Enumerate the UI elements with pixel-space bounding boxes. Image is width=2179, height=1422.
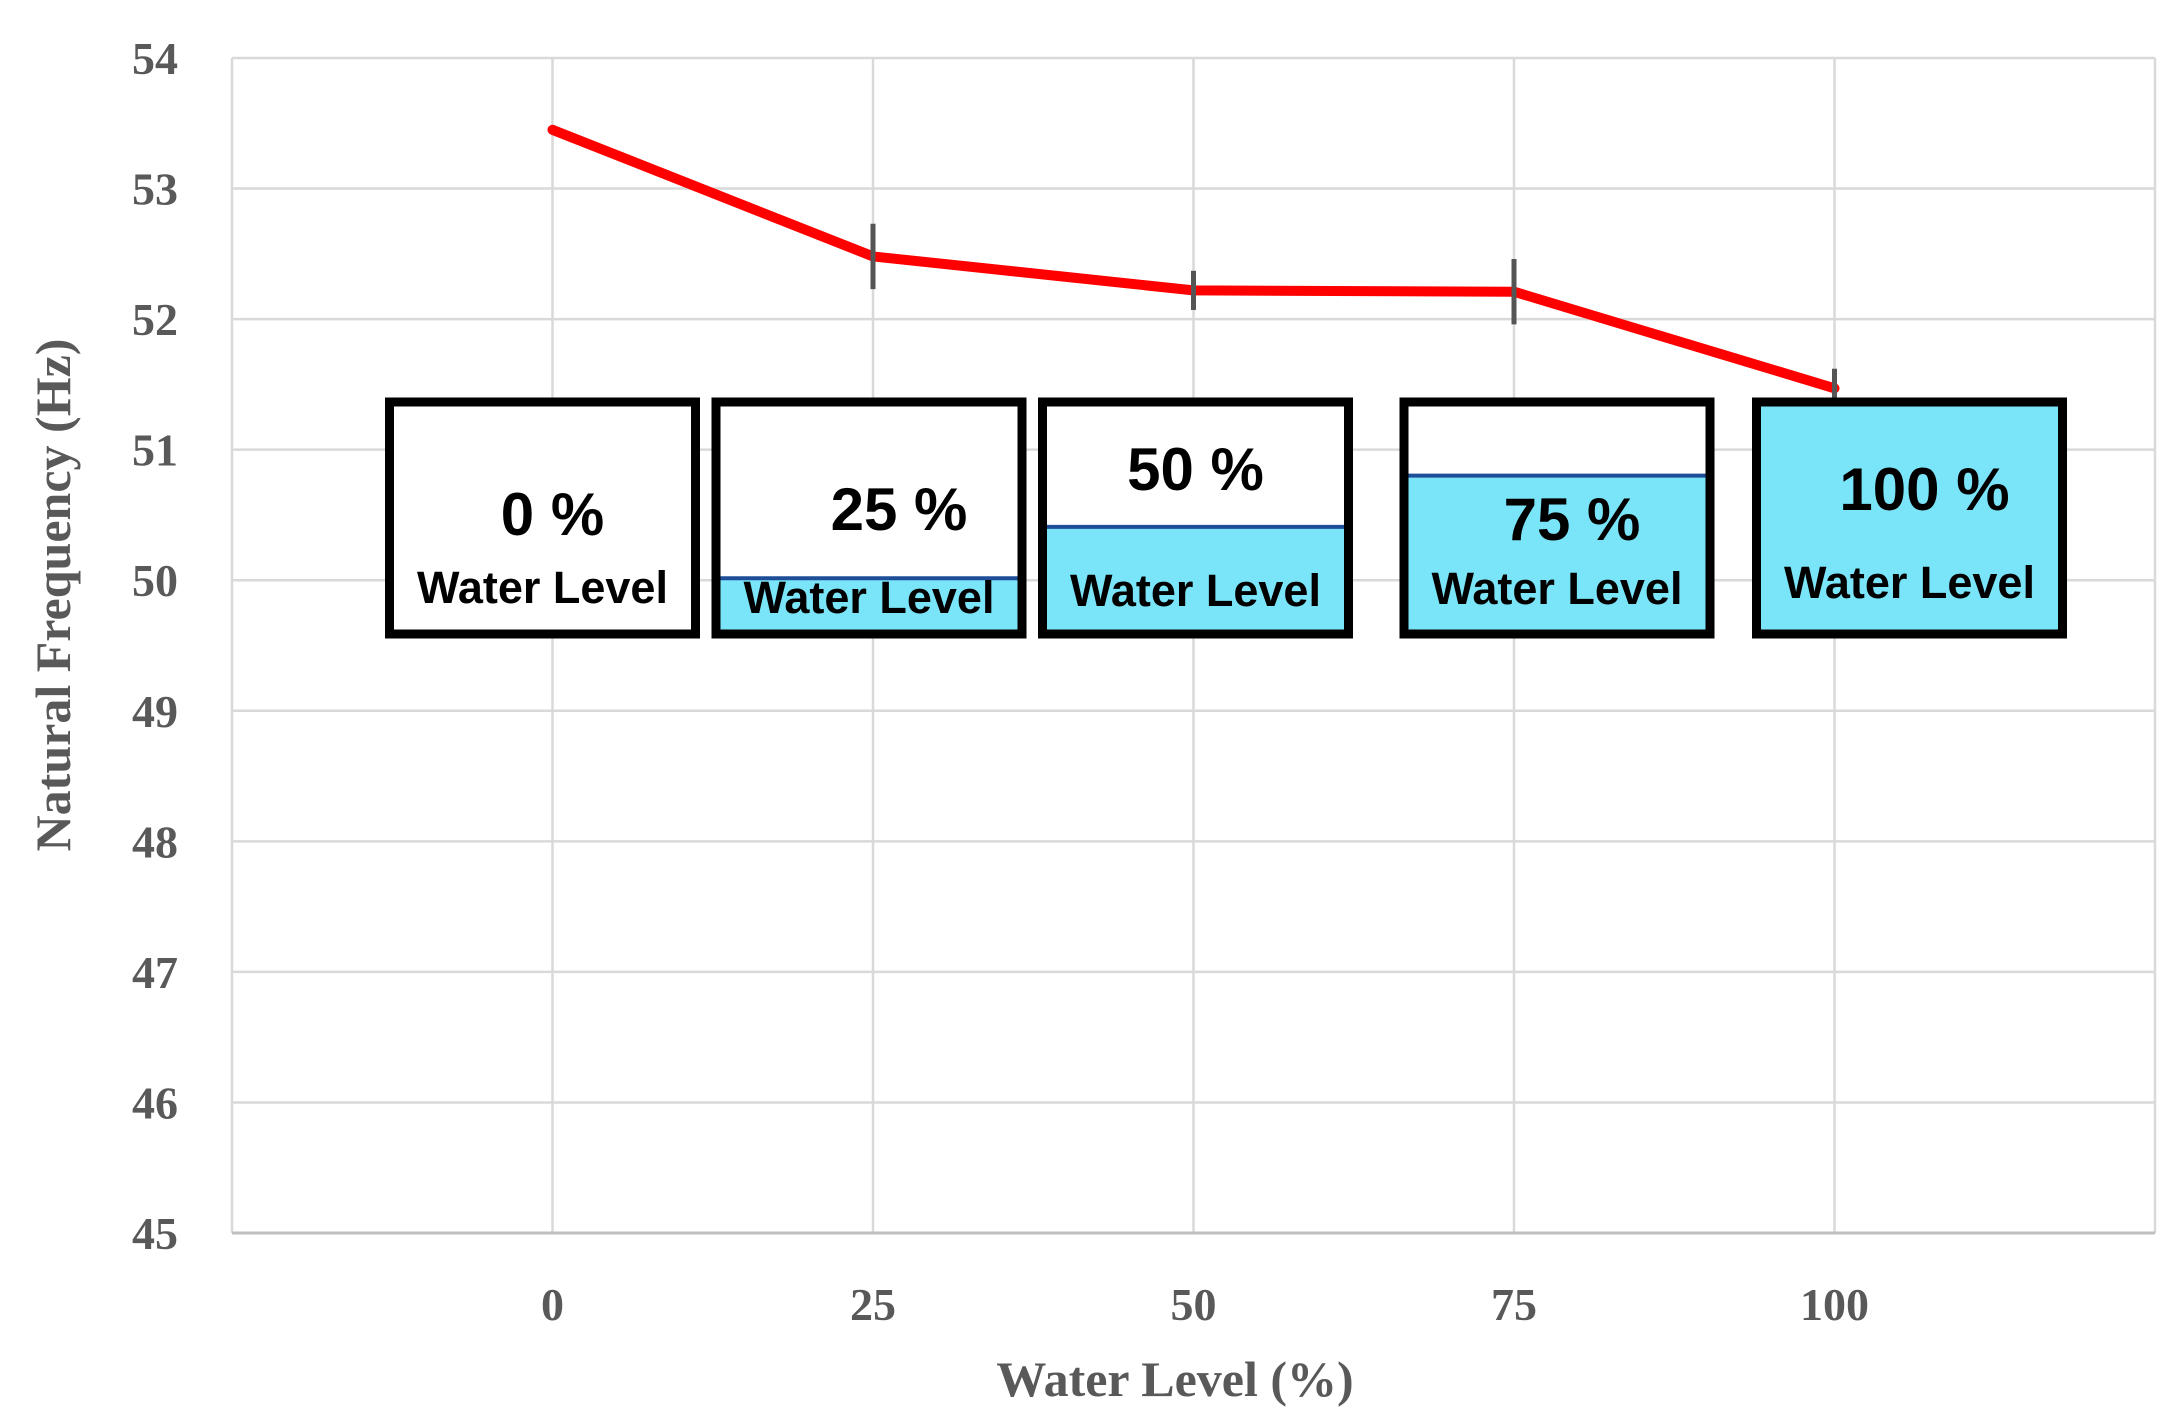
y-tick-label: 46 bbox=[132, 1077, 178, 1128]
tank-border bbox=[1752, 397, 2067, 639]
tank-border bbox=[385, 397, 700, 639]
water-fill bbox=[720, 578, 1018, 630]
tank-percent-label: 50 % bbox=[1127, 436, 1264, 503]
tank-caption: Water Level bbox=[1432, 563, 1683, 614]
y-tick-label: 47 bbox=[132, 947, 178, 998]
x-tick-label: 75 bbox=[1491, 1279, 1537, 1330]
tank-background bbox=[389, 402, 696, 634]
y-tick-label: 52 bbox=[132, 294, 178, 345]
x-tick-label: 50 bbox=[1171, 1279, 1217, 1330]
grid-layer bbox=[230, 56, 2157, 1233]
tank-caption: Water Level bbox=[1070, 565, 1321, 616]
tank-percent-label: 75 % bbox=[1504, 486, 1641, 553]
water-level-tank: 100 % Water Level bbox=[1752, 397, 2067, 639]
tank-caption: Water Level bbox=[417, 562, 668, 613]
water-level-tank: 0 % Water Level bbox=[385, 397, 700, 639]
tank-percent-label: 0 % bbox=[501, 481, 604, 548]
y-tick-label: 48 bbox=[132, 816, 178, 867]
x-tick-label: 0 bbox=[541, 1279, 564, 1330]
y-tick-label: 49 bbox=[132, 686, 178, 737]
y-tick-label: 45 bbox=[132, 1208, 178, 1259]
tank-border bbox=[711, 397, 1027, 639]
x-tick-label: 25 bbox=[850, 1279, 896, 1330]
x-axis-label: Water Level (%) bbox=[996, 1351, 1353, 1407]
tank-percent-label: 25 % bbox=[831, 476, 968, 543]
water-fill bbox=[1761, 406, 2058, 630]
y-tick-label: 50 bbox=[132, 555, 178, 606]
y-tick-label: 53 bbox=[132, 164, 178, 215]
labels-layer: Natural Frequency (Hz) Water Level (%) bbox=[25, 339, 1354, 1407]
tank-border bbox=[1038, 397, 1353, 639]
water-level-tank: 50 % Water Level bbox=[1038, 397, 1353, 639]
tank-caption: Water Level bbox=[1784, 557, 2035, 608]
water-fill bbox=[1047, 526, 1344, 630]
water-level-tank: 25 % Water Level bbox=[711, 397, 1027, 639]
x-tick-label: 100 bbox=[1800, 1279, 1869, 1330]
y-tick-label: 54 bbox=[132, 33, 178, 84]
tank-percent-label: 100 % bbox=[1839, 456, 2009, 523]
axes-layer: 45 46 47 48 49 50 51 52 53 54 0 25 50 75 100 bbox=[132, 33, 2155, 1330]
y-tick-label: 51 bbox=[132, 425, 178, 476]
tank-annotations: 0 % Water Level 25 % Water Level 50 % Water L… bbox=[385, 397, 2067, 639]
y-axis-label: Natural Frequency (Hz) bbox=[25, 339, 81, 852]
tank-caption: Water Level bbox=[744, 572, 995, 623]
tank-border bbox=[1399, 397, 1715, 639]
series-layer bbox=[547, 124, 1840, 408]
water-fill bbox=[1408, 475, 1706, 630]
water-level-tank: 75 % Water Level bbox=[1399, 397, 1715, 639]
